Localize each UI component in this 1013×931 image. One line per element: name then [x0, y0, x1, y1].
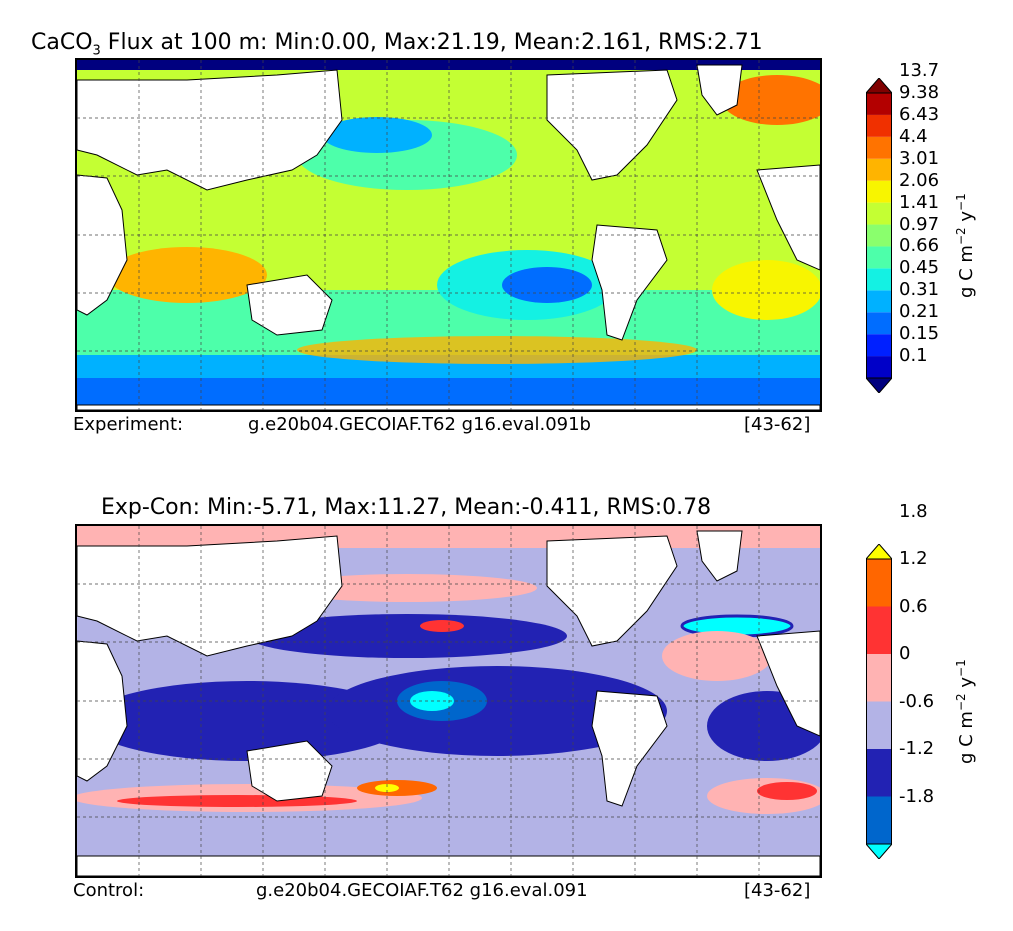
colorbar-segment — [866, 246, 892, 269]
bottom-footer-label: Control: — [73, 880, 145, 901]
top-land-australia — [246, 274, 333, 336]
bottom-land-australia — [246, 740, 333, 802]
top-chart-title: CaCO3 Flux at 100 m: Min:0.00, Max:21.19… — [31, 30, 763, 59]
colorbar-tick-label: -0.6 — [899, 690, 935, 712]
top-north-atlantic-high — [722, 75, 820, 125]
bottom-land-antarctica — [77, 855, 820, 876]
bottom-map — [75, 524, 822, 878]
colorbar-segment — [866, 749, 892, 797]
bottom-north-pacific-neg — [247, 614, 567, 658]
bottom-kuroshio-pos — [420, 620, 464, 632]
colorbar-segment — [866, 93, 892, 115]
colorbar-tick-label: 1.41 — [899, 191, 940, 213]
top-map — [75, 58, 822, 412]
colorbar-tick-label: 0 — [899, 643, 911, 664]
colorbar-svg — [864, 77, 894, 394]
colorbar-tick-label: 0.31 — [899, 279, 940, 301]
colorbar-frame — [866, 92, 892, 379]
colorbar-segment — [866, 796, 892, 844]
colorbar-tick-label: 2.06 — [899, 169, 940, 191]
colorbar-segment — [866, 158, 892, 181]
colorbar-segment — [866, 312, 892, 335]
bottom-south-atl-hot — [757, 782, 817, 800]
colorbar-tick-label: 0.21 — [899, 301, 940, 323]
colorbar-tick-label: -1.8 — [899, 785, 935, 807]
top-north-pacific-core — [322, 117, 432, 153]
bottom-land-africa-east — [756, 630, 820, 737]
top-southern-orange — [297, 336, 697, 364]
colorbar-extend-min — [864, 377, 894, 394]
top-indian-warm — [107, 247, 267, 303]
colorbar-segment — [866, 290, 892, 313]
colorbar-segment — [866, 701, 892, 749]
colorbar-tick-label: 6.43 — [899, 103, 940, 125]
bottom-land-eurasia — [77, 535, 343, 657]
colorbar-tick-label: 0.97 — [899, 213, 940, 235]
colorbar-segment — [866, 202, 892, 225]
top-land-south-america — [591, 224, 668, 341]
top-land-north-america — [546, 69, 678, 181]
colorbar-tick-label: 0.6 — [899, 595, 928, 617]
colorbar-tick-label: 0.66 — [899, 235, 940, 257]
bottom-southern-yellow — [375, 784, 399, 792]
bottom-land-greenland — [696, 530, 743, 582]
top-arctic-band — [77, 60, 820, 70]
bottom-southern-hot — [117, 795, 357, 807]
top-colorbar — [864, 77, 894, 394]
colorbar-frame — [866, 558, 892, 845]
colorbar-tick-label: 0.15 — [899, 323, 940, 345]
colorbar-tick-label: 1.8 — [899, 500, 928, 522]
top-land-eurasia — [77, 69, 343, 191]
bottom-footer-case: g.e20b04.GECOIAF.T62 g16.eval.091 — [256, 880, 588, 901]
colorbar-segment — [866, 224, 892, 247]
colorbar-tick-label: 4.4 — [899, 125, 928, 147]
colorbar-segment — [866, 334, 892, 357]
top-footer-label: Experiment: — [73, 414, 184, 435]
top-land-africa-east — [756, 164, 820, 271]
colorbar-tick-label: -1.2 — [899, 738, 935, 759]
bottom-footer-years: [43-62] — [744, 880, 811, 901]
bottom-colorbar-unit: g C m−2 y−1 — [954, 659, 977, 764]
colorbar-extend-max — [864, 543, 894, 560]
colorbar-tick-label: 13.7 — [899, 60, 940, 82]
top-land-greenland — [696, 64, 743, 116]
top-land-africa — [77, 174, 128, 316]
colorbar-segment — [866, 356, 892, 378]
top-footer-years: [43-62] — [744, 414, 811, 435]
colorbar-tick-label: 9.38 — [899, 82, 940, 103]
colorbar-extend-min — [864, 843, 894, 860]
colorbar-segment — [866, 654, 892, 702]
colorbar-segment — [866, 136, 892, 159]
bottom-colorbar — [864, 543, 894, 860]
colorbar-segment — [866, 114, 892, 137]
bottom-land-north-america — [546, 535, 678, 647]
top-land-antarctica — [77, 404, 820, 410]
colorbar-tick-label: 3.01 — [899, 147, 940, 169]
colorbar-svg — [864, 543, 894, 860]
colorbar-segment — [866, 606, 892, 654]
top-south-pacific-core — [502, 267, 592, 303]
colorbar-segment — [866, 268, 892, 291]
colorbar-tick-label: 0.45 — [899, 257, 940, 279]
colorbar-tick-label: 1.2 — [899, 548, 928, 569]
colorbar-tick-label: 0.1 — [899, 345, 928, 367]
top-colorbar-unit: g C m−2 y−1 — [954, 193, 977, 298]
colorbar-segment — [866, 559, 892, 607]
bottom-chart-title: Exp-Con: Min:-5.71, Max:11.27, Mean:-0.4… — [101, 495, 712, 520]
bottom-land-south-america — [591, 690, 668, 807]
bottom-n-atl-pos — [662, 631, 772, 681]
colorbar-segment — [866, 180, 892, 203]
top-footer-case: g.e20b04.GECOIAF.T62 g16.eval.091b — [248, 414, 591, 435]
colorbar-extend-max — [864, 77, 894, 94]
bottom-land-africa — [77, 640, 128, 782]
top-subtropical-south-atl — [712, 260, 820, 320]
